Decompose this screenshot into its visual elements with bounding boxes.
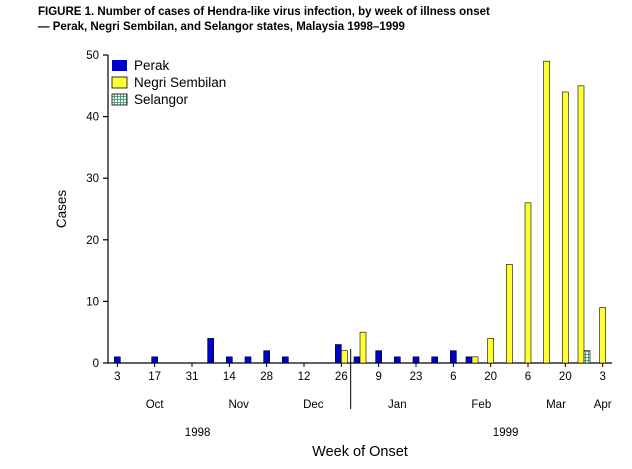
x-tick-label: 3 (114, 371, 120, 383)
bar-negri-sembilan (524, 202, 532, 364)
y-tick-label: 10 (86, 296, 99, 308)
bar-perak (282, 356, 289, 364)
bar-perak (412, 356, 420, 364)
bar-negri-sembilan (577, 85, 585, 364)
y-tick-label: 20 (86, 235, 99, 247)
y-tick-label: 30 (86, 173, 99, 185)
bar-perak (244, 356, 252, 364)
x-axis-title: Week of Onset (312, 444, 408, 460)
bar-negri-sembilan (543, 60, 550, 364)
figure-title-line2: — Perak, Negri Sembilan, and Selangor st… (38, 21, 405, 33)
x-tick-label: 12 (298, 371, 311, 383)
bar-perak (226, 356, 233, 364)
month-label: Feb (471, 399, 491, 411)
x-tick-label: 26 (335, 371, 348, 383)
month-label: Dec (303, 399, 324, 411)
bar-negri-sembilan (487, 338, 494, 364)
x-tick-label: 6 (525, 371, 531, 383)
bar-negri-sembilan (359, 331, 367, 364)
x-tick-label: 23 (410, 371, 423, 383)
figure-title-line1: FIGURE 1. Number of cases of Hendra-like… (38, 6, 490, 18)
bar-perak (114, 356, 121, 364)
month-label: Nov (228, 399, 249, 411)
bar-negri-sembilan (471, 356, 479, 364)
bar-perak (207, 338, 214, 364)
x-tick-label: 20 (559, 371, 572, 383)
bar-negri-sembilan (506, 264, 513, 364)
x-tick-label: 31 (186, 371, 199, 383)
x-tick-label: 17 (148, 371, 161, 383)
legend-label: Negri Sembilan (134, 75, 226, 90)
legend-swatch-perak (112, 60, 127, 71)
y-tick-label: 40 (86, 112, 99, 124)
month-label: Jan (388, 399, 407, 411)
month-label: Apr (594, 399, 612, 411)
legend-label: Selangor (134, 92, 189, 107)
y-tick-label: 50 (86, 50, 99, 62)
month-label: Oct (146, 399, 165, 411)
bar-perak (450, 350, 457, 364)
bar-negri-sembilan (562, 91, 569, 364)
x-tick-label: 14 (223, 371, 236, 383)
legend-swatch-selangor (111, 93, 128, 106)
bar-perak (335, 344, 342, 364)
bar-selangor (583, 350, 591, 364)
legend-swatch-negri-sembilan (111, 76, 128, 89)
x-tick-label: 3 (599, 371, 605, 383)
x-tick-label: 6 (450, 371, 456, 383)
bar-perak (465, 356, 473, 364)
year-label: 1998 (185, 427, 211, 439)
bar-negri-sembilan (341, 350, 348, 364)
bar-perak (151, 356, 158, 364)
month-label: Mar (546, 399, 566, 411)
x-tick-label: 28 (260, 371, 273, 383)
y-axis-title: Cases (54, 190, 69, 229)
year-label: 1999 (493, 427, 519, 439)
bar-perak (375, 350, 382, 364)
x-tick-label: 9 (375, 371, 381, 383)
bar-perak (394, 356, 401, 364)
bar-perak (431, 356, 438, 364)
bar-perak (263, 350, 270, 364)
bar-perak (353, 356, 361, 364)
bar-negri-sembilan (599, 307, 606, 364)
legend-label: Perak (134, 58, 170, 73)
x-tick-label: 20 (484, 371, 497, 383)
figure-title: FIGURE 1. Number of cases of Hendra-like… (38, 5, 623, 35)
y-tick-label: 0 (93, 358, 99, 370)
